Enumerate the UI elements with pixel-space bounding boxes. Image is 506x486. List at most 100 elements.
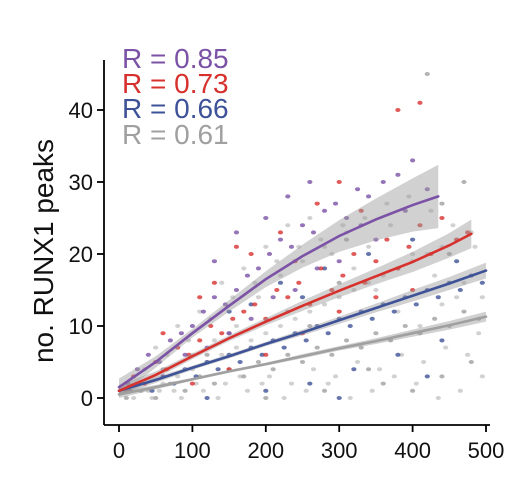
data-point xyxy=(395,172,401,177)
data-point xyxy=(263,352,269,357)
data-point xyxy=(299,360,306,364)
data-point xyxy=(182,388,188,393)
data-point xyxy=(354,187,361,192)
data-point xyxy=(439,338,445,343)
data-point xyxy=(468,360,474,364)
data-point xyxy=(406,244,412,249)
data-point xyxy=(233,288,240,292)
data-point xyxy=(241,374,247,379)
background-point xyxy=(219,280,225,285)
background-point xyxy=(395,309,401,314)
y-tick-label: 10 xyxy=(69,314,93,339)
background-point xyxy=(215,396,221,400)
background-point xyxy=(347,396,353,400)
data-point xyxy=(329,352,335,357)
data-point xyxy=(263,396,269,400)
y-tick-label: 20 xyxy=(69,242,93,267)
background-point xyxy=(336,295,342,300)
background-point xyxy=(457,388,463,393)
data-point xyxy=(410,237,416,242)
data-point xyxy=(307,180,313,184)
fit-line xyxy=(117,195,440,389)
background-point xyxy=(329,252,335,256)
data-point xyxy=(446,252,452,256)
background-point xyxy=(325,381,331,386)
background-point xyxy=(175,374,181,379)
data-point xyxy=(277,237,284,242)
background-point xyxy=(465,352,471,357)
background-point xyxy=(200,388,207,393)
data-point xyxy=(255,266,262,271)
data-point xyxy=(248,316,254,321)
data-point xyxy=(233,244,240,249)
background-point xyxy=(387,223,394,228)
data-point xyxy=(204,396,210,400)
background-point xyxy=(233,345,240,350)
data-point xyxy=(123,396,129,400)
background-point xyxy=(153,345,159,350)
data-point xyxy=(211,259,218,264)
data-point xyxy=(457,288,463,292)
data-point xyxy=(255,360,262,364)
data-point xyxy=(439,201,445,206)
x-tick-label: 500 xyxy=(468,438,505,463)
data-point xyxy=(307,381,313,386)
x-tick-label: 400 xyxy=(394,438,431,463)
background-point xyxy=(285,223,291,228)
data-point xyxy=(343,338,350,343)
x-tick-label: 100 xyxy=(174,438,211,463)
background-point xyxy=(417,324,423,328)
data-point xyxy=(211,295,218,300)
background-point xyxy=(178,396,184,400)
background-point xyxy=(299,259,306,264)
background-point xyxy=(211,338,218,343)
background-point xyxy=(292,316,298,321)
data-point xyxy=(417,100,423,105)
background-point xyxy=(432,273,438,278)
confidence-band xyxy=(119,164,439,396)
data-point xyxy=(410,158,416,163)
background-point xyxy=(461,280,467,285)
correlation-label: R = 0.85 xyxy=(122,43,229,74)
data-point xyxy=(178,331,184,336)
data-point xyxy=(461,180,467,184)
data-point xyxy=(270,367,276,372)
background-point xyxy=(376,367,383,372)
data-point xyxy=(365,194,372,199)
background-point xyxy=(237,374,243,379)
data-point xyxy=(336,180,342,184)
data-point xyxy=(373,237,379,242)
background-point xyxy=(413,381,419,386)
fit-line xyxy=(117,315,488,396)
data-point xyxy=(410,388,416,393)
correlation-label: R = 0.66 xyxy=(122,93,229,124)
data-point xyxy=(296,280,302,285)
data-point xyxy=(380,381,386,386)
background-point xyxy=(219,352,225,357)
data-point xyxy=(336,309,342,314)
y-tick-label: 40 xyxy=(69,98,93,123)
x-tick-label: 300 xyxy=(321,438,358,463)
background-point xyxy=(354,360,361,364)
background-point xyxy=(406,194,412,199)
data-point xyxy=(288,244,295,249)
data-point xyxy=(351,367,357,372)
data-point xyxy=(336,396,342,400)
data-point xyxy=(167,338,173,343)
background-point xyxy=(454,295,460,300)
background-point xyxy=(307,216,313,220)
background-point xyxy=(450,223,456,228)
data-point xyxy=(299,295,306,300)
data-point xyxy=(365,367,372,372)
data-point xyxy=(222,302,229,307)
data-point xyxy=(186,352,192,357)
data-point xyxy=(215,367,221,372)
data-point xyxy=(432,316,438,321)
data-point xyxy=(373,331,379,336)
data-point xyxy=(285,194,291,199)
data-point xyxy=(211,381,218,386)
data-point xyxy=(160,331,166,336)
background-point xyxy=(443,345,449,350)
data-point xyxy=(153,396,159,400)
